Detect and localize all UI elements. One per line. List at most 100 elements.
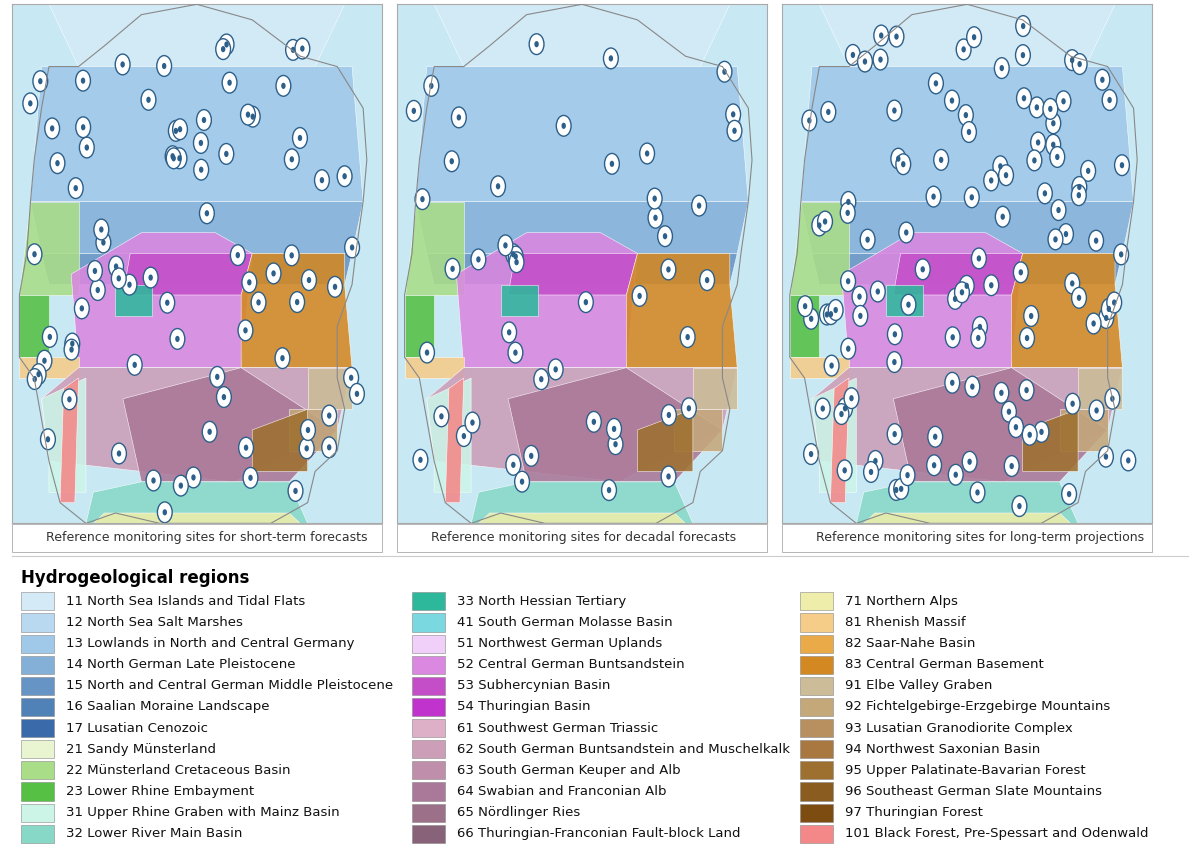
Circle shape <box>32 376 37 382</box>
Circle shape <box>506 455 521 475</box>
Circle shape <box>240 104 256 125</box>
Circle shape <box>65 333 79 354</box>
Circle shape <box>662 233 667 239</box>
Circle shape <box>666 474 671 480</box>
Polygon shape <box>472 482 692 523</box>
Circle shape <box>281 82 286 89</box>
Circle shape <box>1102 299 1116 319</box>
Circle shape <box>122 275 137 295</box>
Circle shape <box>653 196 656 202</box>
Circle shape <box>1098 446 1114 467</box>
Circle shape <box>888 323 902 345</box>
Polygon shape <box>500 285 538 316</box>
Circle shape <box>127 354 142 375</box>
Circle shape <box>904 229 908 236</box>
FancyBboxPatch shape <box>800 782 833 801</box>
Text: 64 Swabian and Franconian Alb: 64 Swabian and Franconian Alb <box>456 785 666 798</box>
Text: 21 Sandy Münsterland: 21 Sandy Münsterland <box>66 743 216 756</box>
Circle shape <box>948 288 962 309</box>
Circle shape <box>1025 335 1030 341</box>
Circle shape <box>50 153 65 173</box>
Circle shape <box>932 462 936 468</box>
Circle shape <box>88 261 102 281</box>
Circle shape <box>798 296 812 317</box>
Circle shape <box>420 196 425 202</box>
Circle shape <box>1118 251 1123 257</box>
FancyBboxPatch shape <box>22 825 54 843</box>
Circle shape <box>434 406 449 426</box>
Circle shape <box>100 227 103 233</box>
Circle shape <box>271 270 276 276</box>
Polygon shape <box>1022 409 1078 472</box>
Circle shape <box>193 133 209 154</box>
Circle shape <box>470 420 475 426</box>
Text: 17 Lusatian Cenozoic: 17 Lusatian Cenozoic <box>66 722 208 734</box>
Circle shape <box>682 398 696 419</box>
Circle shape <box>1027 432 1032 438</box>
Circle shape <box>290 47 295 53</box>
Circle shape <box>142 89 156 110</box>
Circle shape <box>328 276 342 297</box>
Circle shape <box>899 486 904 492</box>
Circle shape <box>44 118 60 139</box>
Polygon shape <box>830 378 848 503</box>
Circle shape <box>199 140 203 146</box>
Circle shape <box>1105 389 1120 409</box>
Polygon shape <box>427 253 737 285</box>
Circle shape <box>1030 97 1044 118</box>
Polygon shape <box>404 202 463 295</box>
Circle shape <box>326 413 331 419</box>
Polygon shape <box>60 378 78 503</box>
Text: 11 North Sea Islands and Tidal Flats: 11 North Sea Islands and Tidal Flats <box>66 595 305 607</box>
Circle shape <box>960 289 964 295</box>
Polygon shape <box>42 367 352 482</box>
Circle shape <box>491 176 505 196</box>
Polygon shape <box>1012 253 1122 367</box>
Circle shape <box>971 328 985 348</box>
Circle shape <box>846 199 851 205</box>
Circle shape <box>992 156 1008 177</box>
Circle shape <box>1100 76 1105 83</box>
Circle shape <box>1081 160 1096 181</box>
Circle shape <box>32 71 48 92</box>
Circle shape <box>293 488 298 494</box>
Circle shape <box>892 107 896 113</box>
Circle shape <box>337 166 352 186</box>
Polygon shape <box>790 357 848 378</box>
Circle shape <box>215 374 220 380</box>
Circle shape <box>1014 262 1028 282</box>
Text: 14 North German Late Pleistocene: 14 North German Late Pleistocene <box>66 658 295 671</box>
Circle shape <box>893 431 896 438</box>
Circle shape <box>101 239 106 245</box>
Text: 41 South German Molasse Basin: 41 South German Molasse Basin <box>456 616 672 629</box>
Circle shape <box>529 33 544 55</box>
FancyBboxPatch shape <box>412 656 445 674</box>
Circle shape <box>1009 463 1014 469</box>
Polygon shape <box>434 4 730 67</box>
Circle shape <box>946 327 960 347</box>
Text: 97 Thuringian Forest: 97 Thuringian Forest <box>845 807 983 819</box>
Circle shape <box>965 376 979 397</box>
Polygon shape <box>1060 409 1108 450</box>
Circle shape <box>864 462 878 482</box>
FancyBboxPatch shape <box>412 782 445 801</box>
Circle shape <box>295 299 299 305</box>
Circle shape <box>430 82 433 89</box>
Circle shape <box>73 185 78 191</box>
Circle shape <box>67 396 72 402</box>
Circle shape <box>967 459 972 465</box>
Circle shape <box>509 251 524 273</box>
Circle shape <box>534 41 539 47</box>
Text: 52 Central German Buntsandstein: 52 Central German Buntsandstein <box>456 658 684 671</box>
Polygon shape <box>790 202 848 295</box>
Circle shape <box>444 151 460 172</box>
Circle shape <box>722 69 727 75</box>
Circle shape <box>916 259 930 280</box>
Polygon shape <box>122 367 337 482</box>
Polygon shape <box>86 482 307 523</box>
Polygon shape <box>456 233 637 367</box>
Circle shape <box>899 222 913 243</box>
Text: Reference monitoring sites for decadal forecasts: Reference monitoring sites for decadal f… <box>431 530 736 544</box>
Circle shape <box>275 347 290 369</box>
Circle shape <box>954 472 958 478</box>
